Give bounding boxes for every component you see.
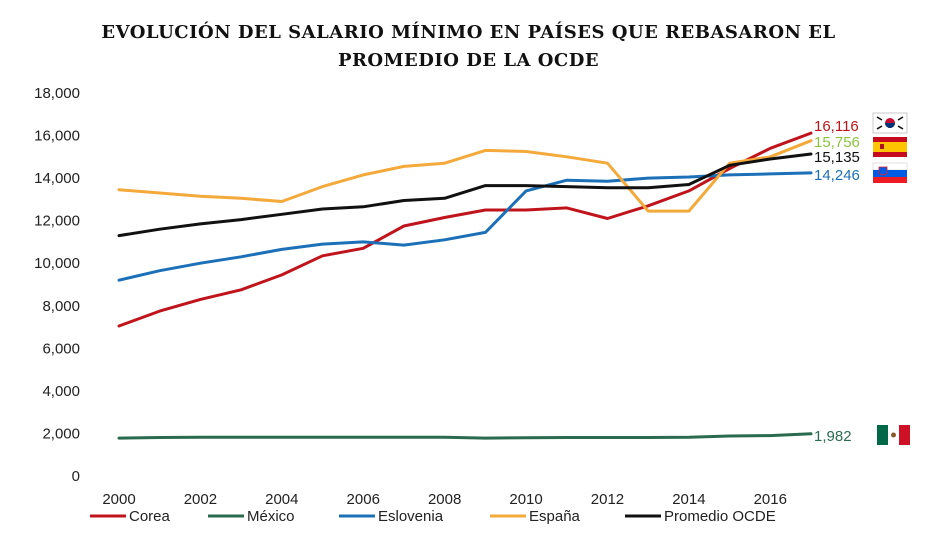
chart-title-line-2: PROMEDIO DE LA OCDE [337, 50, 600, 71]
flags [872, 112, 910, 445]
slovenia-flag-icon [872, 162, 908, 183]
chart-title-line-1: EVOLUCIÓN DEL SALARIO MÍNIMO EN PAÍSES Q… [101, 22, 836, 43]
end-label: 15,756 [814, 134, 860, 151]
x-axis-ticks: 2000 2002 2004 2006 2008 2010 2012 2014 2016 [102, 491, 787, 508]
y-tick-label: 18,000 [34, 85, 80, 102]
series-line-4 [117, 152, 813, 238]
end-label: 14,246 [814, 167, 860, 184]
series-line-1 [117, 432, 813, 440]
x-tick-label: 2004 [265, 491, 298, 508]
series-lines [117, 131, 813, 440]
x-tick-label: 2008 [428, 491, 461, 508]
spain-flag-icon [873, 137, 907, 157]
y-axis-ticks: 0 2,000 4,000 6,000 8,000 10,000 12,000 14,000 1… [34, 85, 80, 485]
legend-label: México [247, 508, 295, 525]
x-tick-label: 2012 [591, 491, 624, 508]
korea-flag-icon [872, 112, 908, 134]
x-tick-label: 2002 [184, 491, 217, 508]
y-tick-label: 8,000 [42, 298, 80, 315]
legend-label: España [529, 508, 581, 525]
y-tick-label: 4,000 [42, 383, 80, 400]
legend-label: Corea [129, 508, 171, 525]
y-tick-label: 0 [72, 468, 80, 485]
end-label: 1,982 [814, 428, 852, 445]
y-tick-label: 2,000 [42, 425, 80, 442]
y-tick-label: 12,000 [34, 213, 80, 230]
y-tick-label: 6,000 [42, 340, 80, 357]
y-tick-label: 14,000 [34, 170, 80, 187]
legend: Corea México Eslovenia España Promedio OCDE [90, 508, 776, 525]
y-tick-label: 16,000 [34, 128, 80, 145]
y-tick-label: 10,000 [34, 255, 80, 272]
x-tick-label: 2014 [672, 491, 705, 508]
series-line-0 [117, 131, 813, 328]
x-tick-label: 2000 [102, 491, 135, 508]
legend-label: Eslovenia [378, 508, 444, 525]
x-tick-label: 2010 [509, 491, 542, 508]
legend-label: Promedio OCDE [664, 508, 776, 525]
x-tick-label: 2006 [347, 491, 380, 508]
mexico-flag-icon [877, 425, 910, 445]
series-line-2 [117, 171, 813, 282]
end-label: 16,116 [814, 118, 859, 135]
end-label: 15,135 [814, 149, 860, 166]
x-tick-label: 2016 [754, 491, 787, 508]
series-line-3 [117, 139, 813, 213]
